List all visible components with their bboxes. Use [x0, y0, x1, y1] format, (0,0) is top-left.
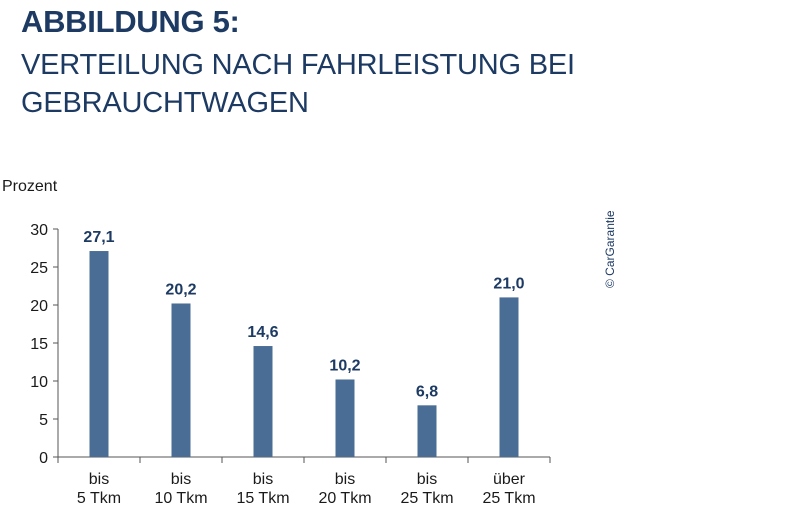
chart-subtitle: VERTEILUNG NACH FAHRLEISTUNG BEI GEBRAUC… — [21, 49, 575, 119]
y-axis: 0 5 10 15 20 25 30 — [30, 222, 59, 467]
data-label: 14,6 — [247, 324, 278, 341]
data-label: 10,2 — [329, 357, 360, 374]
data-label: 27,1 — [83, 229, 114, 246]
x-tick-label-line1: bis — [253, 471, 273, 488]
y-tick-label: 15 — [30, 336, 48, 353]
y-tick-label: 30 — [30, 222, 48, 239]
y-axis-label: Prozent — [2, 178, 58, 195]
data-labels: 27,1 20,2 14,6 10,2 6,8 21,0 — [83, 229, 524, 400]
x-tick-label-line1: über — [493, 471, 526, 488]
y-tick-label: 0 — [39, 450, 48, 467]
x-tick-label-line2: 5 Tkm — [77, 490, 121, 507]
chart-heading: ABBILDUNG 5: VERTEILUNG NACH FAHRLEISTUN… — [21, 4, 621, 122]
x-tick-label-line2: 25 Tkm — [482, 490, 535, 507]
y-tick-label: 20 — [30, 298, 48, 315]
credit-label: © CarGarantie — [603, 210, 617, 288]
x-tick-label-line1: bis — [335, 471, 355, 488]
bar — [417, 405, 437, 457]
x-tick-label-line1: bis — [417, 471, 437, 488]
bars — [89, 251, 519, 457]
y-tick-label: 5 — [39, 412, 48, 429]
y-tick-label: 10 — [30, 374, 48, 391]
x-tick-label-line2: 20 Tkm — [318, 490, 371, 507]
chart-title: ABBILDUNG 5: — [21, 4, 240, 39]
x-tick-label-line2: 15 Tkm — [236, 490, 289, 507]
bar — [89, 251, 109, 457]
data-label: 6,8 — [416, 383, 438, 400]
y-tick-label: 25 — [30, 260, 48, 277]
bar — [335, 379, 355, 457]
x-tick-label-line1: bis — [171, 471, 191, 488]
x-tick-label-line2: 10 Tkm — [154, 490, 207, 507]
x-axis: bis 5 Tkm bis 10 Tkm bis 15 Tkm bis 20 Tkm bis 25… — [57, 456, 551, 507]
data-label: 20,2 — [165, 281, 196, 298]
bar — [253, 346, 273, 457]
x-tick-label-line2: 25 Tkm — [400, 490, 453, 507]
bar — [171, 303, 191, 457]
x-tick-label-line1: bis — [89, 471, 109, 488]
data-label: 21,0 — [493, 275, 524, 292]
bar — [499, 297, 519, 457]
